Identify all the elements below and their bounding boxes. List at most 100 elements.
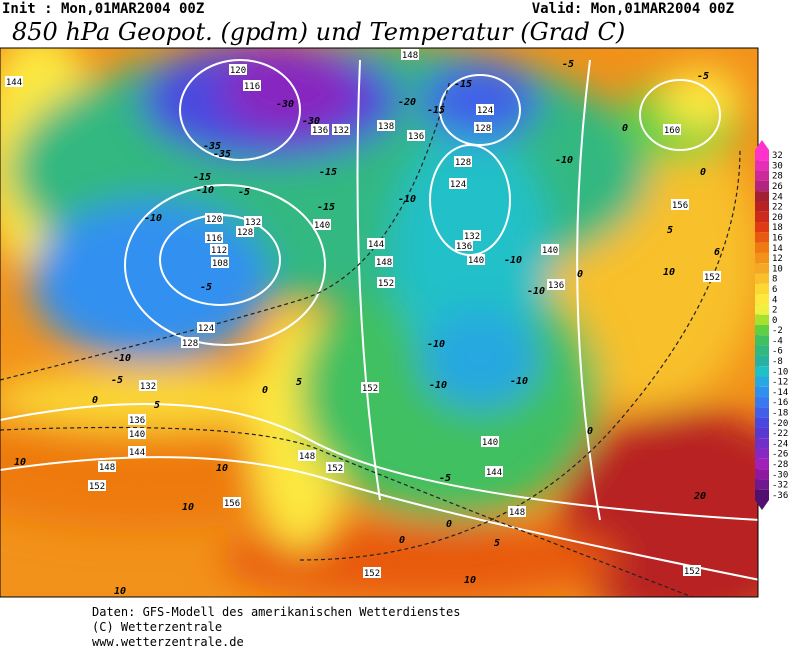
temperature-label: -10 bbox=[555, 155, 573, 166]
colorbar-label: 28 bbox=[772, 172, 783, 182]
temperature-label: -10 bbox=[429, 380, 447, 391]
geopotential-label: 152 bbox=[327, 464, 343, 474]
temperature-label: 5 bbox=[494, 538, 500, 549]
footer-line: Daten: GFS-Modell des amerikanischen Wet… bbox=[92, 605, 460, 619]
label-box bbox=[377, 277, 395, 288]
colorbar-label: -16 bbox=[772, 398, 788, 408]
geopotential-label: 148 bbox=[402, 51, 418, 61]
temperature-label: -10 bbox=[527, 286, 545, 297]
temperature-label: 10 bbox=[663, 267, 675, 278]
geopotential-label: 136 bbox=[548, 281, 564, 291]
footer-line: (C) Wetterzentrale bbox=[92, 620, 222, 634]
temperature-label: -15 bbox=[427, 105, 445, 116]
geopotential-label: 132 bbox=[245, 218, 261, 228]
temperature-label: 20 bbox=[693, 491, 706, 502]
temperature-label: -10 bbox=[144, 213, 162, 224]
colorbar-label: 0 bbox=[772, 316, 777, 326]
label-box bbox=[139, 380, 157, 391]
geopotential-label: 124 bbox=[450, 180, 466, 190]
colorbar-swatch bbox=[755, 201, 769, 212]
colorbar-label: 2 bbox=[772, 306, 777, 316]
geopotential-label: 128 bbox=[475, 124, 491, 134]
temperature-label: 0 bbox=[577, 269, 583, 280]
label-box bbox=[541, 244, 559, 255]
temperature-label: -15 bbox=[317, 202, 335, 213]
geopotential-label: 128 bbox=[455, 158, 471, 168]
geopotential-label: 120 bbox=[230, 66, 246, 76]
geopotential-label: 112 bbox=[211, 246, 227, 256]
geopotential-label: 116 bbox=[244, 82, 260, 92]
colorbar-swatch bbox=[755, 232, 769, 243]
colorbar-label: -10 bbox=[772, 367, 788, 377]
temperature-label: 5 bbox=[296, 377, 302, 388]
geopotential-label: 138 bbox=[378, 122, 394, 132]
label-box bbox=[243, 80, 261, 91]
label-box bbox=[683, 565, 701, 576]
temperature-label: -10 bbox=[398, 194, 416, 205]
geopotential-label: 156 bbox=[672, 201, 688, 211]
label-box bbox=[128, 428, 146, 439]
colorbar-label: -30 bbox=[772, 470, 788, 480]
temperature-label: -10 bbox=[196, 185, 214, 196]
colorbar-swatch bbox=[755, 273, 769, 284]
geopotential-label: 108 bbox=[212, 259, 228, 269]
geopotential-label: 132 bbox=[140, 382, 156, 392]
temperature-label: -5 bbox=[200, 282, 212, 293]
colorbar-label: -2 bbox=[772, 326, 783, 336]
colorbar-swatch bbox=[755, 211, 769, 223]
geopotential-label: 148 bbox=[509, 508, 525, 518]
label-box bbox=[197, 322, 215, 333]
colorbar-label: -26 bbox=[772, 450, 788, 460]
label-box bbox=[508, 506, 526, 517]
geopotential-label: 152 bbox=[89, 482, 105, 492]
colorbar-swatch bbox=[755, 325, 769, 336]
label-box bbox=[377, 120, 395, 131]
temperature-label: 10 bbox=[216, 463, 228, 474]
temperature-label: 10 bbox=[114, 586, 126, 597]
temperature-label: 0 bbox=[587, 426, 593, 437]
colorbar-swatch bbox=[755, 335, 769, 346]
temperature-label: -35 bbox=[213, 149, 231, 160]
colorbar-arrow bbox=[755, 500, 769, 510]
geopotential-label: 136 bbox=[408, 132, 424, 142]
geopotential-label: 120 bbox=[206, 215, 222, 225]
colorbar-swatch bbox=[755, 160, 769, 171]
temperature-label: -30 bbox=[302, 116, 320, 127]
label-box bbox=[363, 567, 381, 578]
geopotential-label: 152 bbox=[704, 273, 720, 283]
label-box bbox=[298, 450, 316, 461]
temperature-label: -15 bbox=[454, 79, 472, 90]
geopotential-label: 152 bbox=[378, 279, 394, 289]
colorbar-swatch bbox=[755, 191, 769, 202]
colorbar-swatch bbox=[755, 427, 769, 439]
label-box bbox=[332, 124, 350, 135]
geopotential-label: 116 bbox=[206, 234, 222, 244]
label-box bbox=[211, 257, 229, 268]
temperature-label: -5 bbox=[697, 71, 709, 82]
label-box bbox=[205, 213, 223, 224]
label-box bbox=[223, 497, 241, 508]
colorbar-swatch bbox=[755, 170, 769, 181]
label-box bbox=[407, 130, 425, 141]
label-box bbox=[476, 104, 494, 115]
colorbar-label: 4 bbox=[772, 295, 777, 305]
temperature-label: -20 bbox=[398, 97, 416, 108]
init-time: Init : Mon,01MAR2004 00Z bbox=[2, 1, 204, 17]
colorbar-label: -6 bbox=[772, 347, 783, 357]
colorbar-swatch bbox=[755, 407, 769, 418]
geopotential-label: 132 bbox=[464, 232, 480, 242]
label-box bbox=[236, 226, 254, 237]
geopotential-label: 136 bbox=[312, 126, 328, 136]
label-box bbox=[401, 49, 419, 60]
colorbar-label: -22 bbox=[772, 429, 788, 439]
colorbar-label: 10 bbox=[772, 264, 783, 274]
temperature-label: 5 bbox=[667, 225, 673, 236]
geopotential-label: 124 bbox=[477, 106, 493, 116]
label-box bbox=[98, 461, 116, 472]
label-box bbox=[5, 76, 23, 87]
label-box bbox=[375, 256, 393, 267]
temperature-label: 0 bbox=[262, 385, 268, 396]
temperature-label: -10 bbox=[113, 353, 131, 364]
colorbar-swatch bbox=[755, 180, 769, 192]
